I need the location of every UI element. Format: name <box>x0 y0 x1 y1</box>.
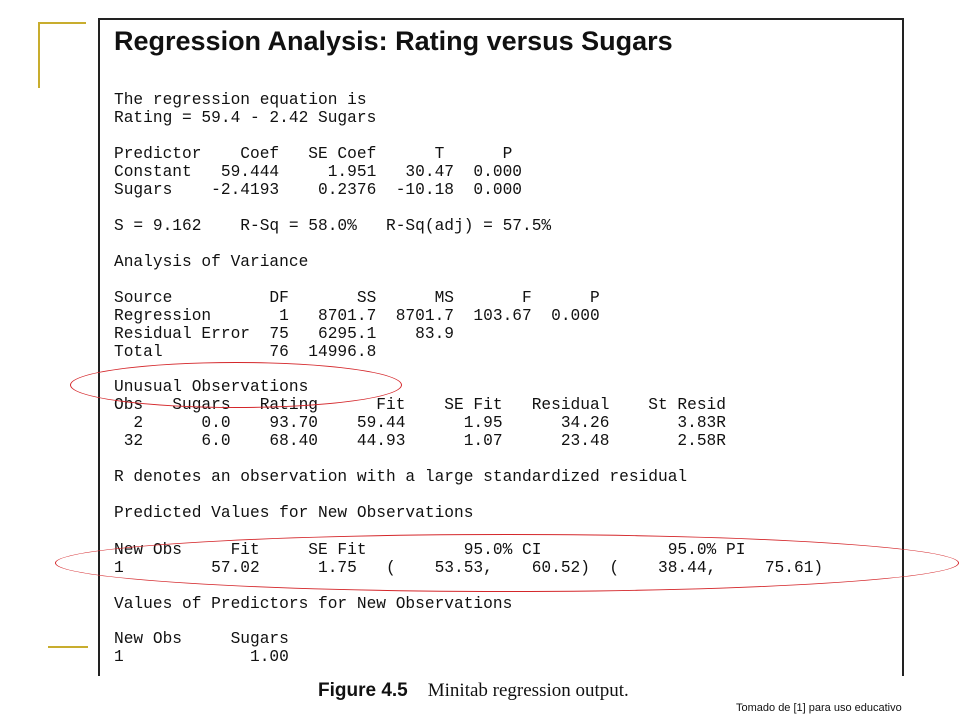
predicted-title: Predicted Values for New Observations <box>114 504 474 522</box>
anova-header: Source DF SS MS F P <box>114 289 600 307</box>
highlight-oval-predicted <box>55 534 959 592</box>
corner-bracket-top-horizontal <box>38 22 86 24</box>
anova-row-total: Total 76 14996.8 <box>114 343 377 361</box>
figure-label: Figure 4.5 <box>318 680 408 701</box>
page-title: Regression Analysis: Rating versus Sugar… <box>114 26 673 56</box>
equation-line-1: The regression equation is <box>114 91 367 109</box>
coef-row-constant: Constant 59.444 1.951 30.47 0.000 <box>114 163 522 181</box>
predictors-title: Values of Predictors for New Observation… <box>114 595 513 613</box>
unusual-row-2: 2 0.0 93.70 59.44 1.95 34.26 3.83R <box>114 414 726 432</box>
predictors-header: New Obs Sugars <box>114 630 289 648</box>
equation-line-2: Rating = 59.4 - 2.42 Sugars <box>114 109 377 127</box>
source-credit: Tomado de [1] para uso educativo <box>736 702 902 714</box>
anova-row-regression: Regression 1 8701.7 8701.7 103.67 0.000 <box>114 307 600 325</box>
coef-header: Predictor Coef SE Coef T P <box>114 145 513 163</box>
corner-bracket-top-vertical <box>38 22 40 88</box>
residual-note: R denotes an observation with a large st… <box>114 468 688 486</box>
coef-row-sugars: Sugars -2.4193 0.2376 -10.18 0.000 <box>114 181 522 199</box>
anova-title: Analysis of Variance <box>114 253 309 271</box>
figure-caption: Figure 4.5 Minitab regression output. <box>318 680 629 702</box>
anova-row-residual: Residual Error 75 6295.1 83.9 <box>114 325 454 343</box>
predictors-row: 1 1.00 <box>114 648 289 666</box>
unusual-row-32: 32 6.0 68.40 44.93 1.07 23.48 2.58R <box>114 432 726 450</box>
figure-caption-text: Minitab regression output. <box>427 680 629 701</box>
fit-summary: S = 9.162 R-Sq = 58.0% R-Sq(adj) = 57.5% <box>114 217 552 235</box>
highlight-oval-unusual <box>70 362 402 408</box>
corner-bracket-bottom-horizontal <box>48 646 88 648</box>
output-frame <box>98 18 904 676</box>
